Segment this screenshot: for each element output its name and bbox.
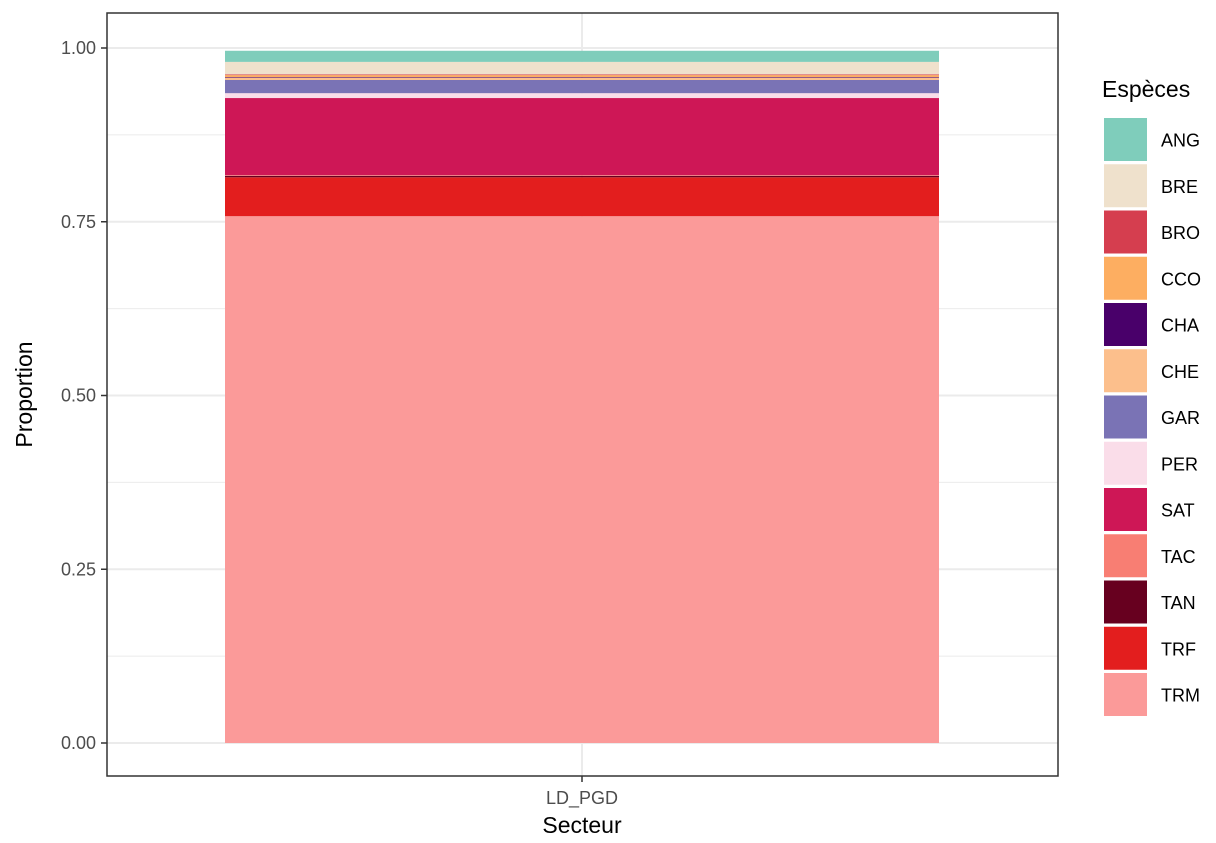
legend-label-tac: TAC (1161, 547, 1196, 567)
bar-segment-trm (225, 216, 939, 743)
y-tick-label: 0.00 (61, 733, 96, 753)
legend-key-ang (1104, 118, 1147, 161)
legend-label-tan: TAN (1161, 593, 1196, 613)
legend-key-tan (1104, 580, 1147, 624)
y-tick-label: 0.50 (61, 386, 96, 406)
bar-segment-ang (225, 50, 939, 62)
bar-segment-tan (225, 175, 939, 178)
legend-key-trf (1104, 626, 1147, 670)
y-axis-title: Proportion (11, 341, 37, 447)
y-tick-label: 0.25 (61, 559, 96, 579)
y-tick-label: 1.00 (61, 38, 96, 58)
legend-label-bro: BRO (1161, 223, 1200, 243)
y-tick-label: 0.75 (61, 212, 96, 232)
legend-label-bre: BRE (1161, 177, 1198, 197)
legend-key-cco (1104, 256, 1147, 300)
bar-segment-cha (225, 77, 939, 78)
legend-label-sat: SAT (1161, 501, 1195, 521)
bar-segment-sat (225, 98, 939, 176)
bar-segment-trf (225, 177, 939, 217)
bar-segment-per (225, 93, 939, 99)
y-axis: 0.00 0.25 0.50 0.75 1.00 (61, 38, 107, 753)
legend-title: Espèces (1102, 76, 1190, 102)
legend-key-cha (1104, 303, 1147, 346)
legend-key-tac (1104, 534, 1147, 578)
legend-label-gar: GAR (1161, 408, 1200, 428)
x-axis: LD_PGD (546, 776, 618, 809)
legend-key-sat (1104, 488, 1147, 531)
legend-key-bro (1104, 210, 1147, 254)
bar-segment-bro (225, 74, 939, 76)
legend: Espèces ANG BRE BRO CCO CHA CHE GAR PER SAT TAC TA… (1102, 76, 1201, 716)
bar-segment-cco (225, 75, 939, 78)
bar-stack (225, 50, 939, 743)
legend-label-che: CHE (1161, 362, 1199, 382)
bar-segment-che (225, 77, 939, 80)
bar-segment-tac (225, 175, 939, 176)
legend-key-trm (1104, 673, 1147, 716)
bar-segment-bre (225, 61, 939, 75)
legend-label-cco: CCO (1161, 269, 1201, 289)
legend-key-gar (1104, 395, 1147, 439)
bar-segment-gar (225, 79, 939, 94)
x-tick-label: LD_PGD (546, 788, 618, 809)
legend-label-trm: TRM (1161, 686, 1200, 706)
legend-label-ang: ANG (1161, 131, 1200, 151)
legend-label-cha: CHA (1161, 316, 1199, 336)
legend-label-trf: TRF (1161, 639, 1196, 659)
legend-key-bre (1104, 164, 1147, 208)
legend-key-che (1104, 349, 1147, 393)
legend-label-per: PER (1161, 454, 1198, 474)
x-axis-title: Secteur (542, 812, 622, 838)
legend-key-per (1104, 441, 1147, 485)
